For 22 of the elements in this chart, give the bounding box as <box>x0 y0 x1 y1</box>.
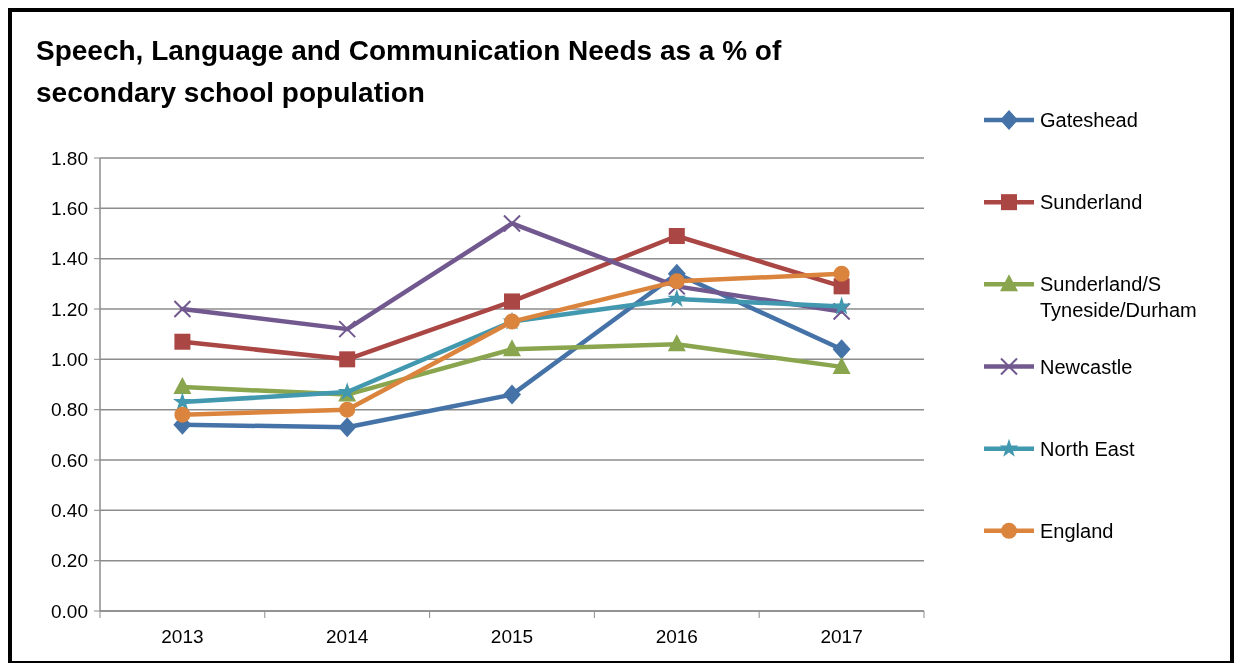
y-tick-label: 1.20 <box>51 298 88 320</box>
x-tick-label: 2015 <box>490 626 534 647</box>
y-tick-label: 0.20 <box>51 550 88 572</box>
legend-label: Sunderland/S Tyneside/Durham <box>1040 273 1197 322</box>
y-tick-label: 1.60 <box>51 197 88 219</box>
y-tick-label: 1.80 <box>51 147 88 169</box>
x-tick-label: 2017 <box>820 626 863 647</box>
legend-label: Gateshead <box>1040 109 1138 131</box>
x-tick-label: 2014 <box>326 626 369 647</box>
legend-label: Sunderland <box>1040 191 1143 214</box>
y-tick-label: 0.60 <box>51 449 88 471</box>
y-tick-label: 0.00 <box>51 600 88 622</box>
legend-label: Newcastle <box>1040 355 1133 378</box>
y-tick-label: 1.00 <box>51 348 88 370</box>
chart-title: Speech, Language and Communication Needs as a % of secondary school population <box>36 35 782 108</box>
legend-label: North East <box>1040 437 1135 460</box>
y-tick-label: 1.40 <box>51 248 88 270</box>
x-tick-label: 2016 <box>655 626 698 647</box>
x-tick-label: 2013 <box>161 626 204 647</box>
y-tick-label: 0.40 <box>51 499 88 521</box>
legend-label: England <box>1040 519 1114 542</box>
y-tick-label: 0.80 <box>51 399 88 421</box>
